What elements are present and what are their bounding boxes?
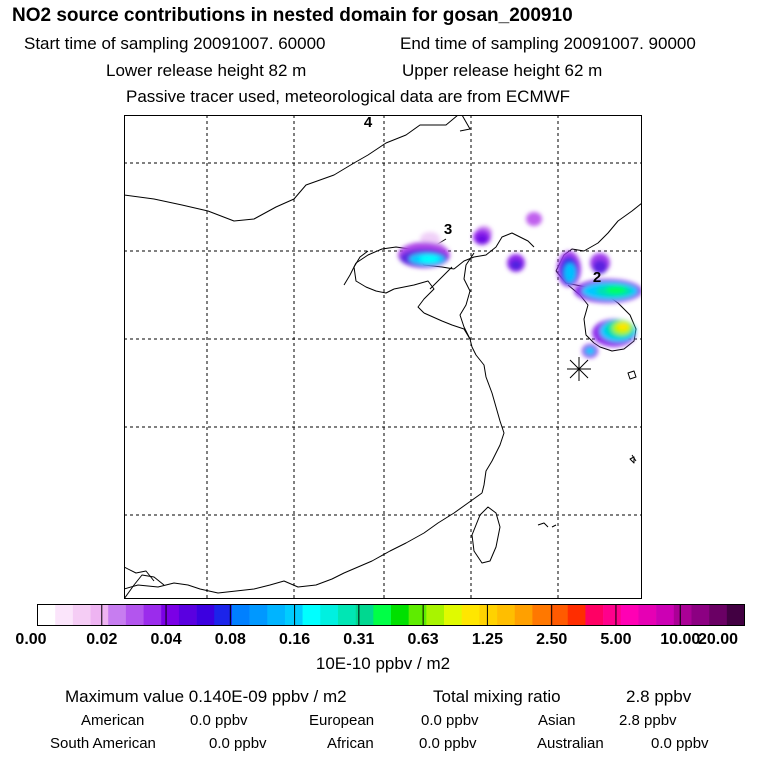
african-value: 0.0 ppbv: [419, 735, 477, 752]
european-value: 0.0 ppbv: [421, 712, 479, 729]
colorbar-cell: [161, 604, 180, 626]
colorbar-tick-label: 5.00: [600, 631, 632, 648]
colorbar-cell: [497, 604, 516, 626]
colorbar-cell: [726, 604, 745, 626]
colorbar-cell: [231, 604, 250, 626]
south-american-value: 0.0 ppbv: [209, 735, 267, 752]
colorbar-tick-label: 20.00: [697, 631, 739, 648]
colorbar-cell: [55, 604, 74, 626]
african-label: African: [327, 735, 374, 752]
colorbar-tick-label: 10.00: [660, 631, 701, 648]
south-american-label: South American: [50, 735, 156, 752]
source-star-icon: [567, 357, 591, 381]
colorbar-unit-label: 10E-10 ppbv / m2: [315, 654, 451, 673]
total-mixing-value: 2.8 ppbv: [626, 687, 692, 706]
colorbar-tick-label: 0.16: [279, 631, 311, 648]
lower-height-label: Lower release height 82 m: [106, 61, 307, 80]
american-label: American: [81, 712, 145, 729]
colorbar-cell: [143, 604, 162, 626]
colorbar-cell: [37, 604, 56, 626]
australian-value: 0.0 ppbv: [651, 735, 709, 752]
colorbar-cell: [673, 604, 692, 626]
colorbar-tick-label: 0.02: [86, 631, 118, 648]
asian-label: Asian: [538, 712, 576, 729]
tracer-label: Passive tracer used, meteorological data…: [126, 87, 571, 106]
map-gridlines: [124, 115, 642, 599]
colorbar-cell: [461, 604, 480, 626]
colorbar-cell: [444, 604, 462, 626]
colorbar-cell: [72, 604, 91, 626]
colorbar-cell: [373, 604, 392, 626]
colorbar-cell: [532, 604, 551, 626]
marker-2: 2: [593, 269, 601, 286]
colorbar-cell: [408, 604, 427, 626]
colorbar-cell: [691, 604, 710, 626]
colorbar: [37, 604, 745, 626]
total-mixing-label: Total mixing ratio: [433, 687, 561, 706]
colorbar-cell: [214, 604, 233, 626]
colorbar-cell: [479, 604, 498, 626]
colorbar-cell: [638, 604, 657, 626]
colorbar-cell: [514, 604, 533, 626]
colorbar-cell: [108, 604, 127, 626]
colorbar-tick-label: 0.00: [15, 631, 47, 648]
end-time-label: End time of sampling 20091007. 90000: [400, 34, 696, 53]
colorbar-tick-label: 0.04: [150, 631, 182, 648]
colorbar-tick-label: 0.08: [214, 631, 246, 648]
colorbar-cell: [196, 604, 215, 626]
colorbar-tick-label: 1.25: [471, 631, 503, 648]
colorbar-cell: [249, 604, 268, 626]
colorbar-cell: [125, 604, 144, 626]
max-value-label: Maximum value 0.140E-09 ppbv / m2: [65, 687, 347, 706]
colorbar-cell: [90, 604, 109, 626]
colorbar-tick-label: 0.31: [343, 631, 375, 648]
colorbar-cell: [267, 604, 286, 626]
colorbar-cell: [550, 604, 569, 626]
colorbar-cell: [620, 604, 639, 626]
colorbar-cell: [656, 604, 675, 626]
colorbar-cell: [302, 604, 321, 626]
colorbar-cell: [391, 604, 409, 626]
colorbar-cell: [320, 604, 339, 626]
marker-4: 4: [364, 115, 373, 131]
australian-label: Australian: [537, 735, 604, 752]
colorbar-tick-label: 2.50: [536, 631, 568, 648]
map-title: NO2 source contributions in nested domai…: [12, 5, 573, 26]
coastline: [124, 115, 642, 599]
upper-height-label: Upper release height 62 m: [402, 61, 603, 80]
colorbar-cell: [426, 604, 445, 626]
colorbar-cell: [567, 604, 586, 626]
start-time-label: Start time of sampling 20091007. 60000: [24, 34, 326, 53]
colorbar-cell: [709, 604, 728, 626]
colorbar-cell: [585, 604, 604, 626]
marker-3: 3: [444, 221, 452, 238]
map-frame: [124, 115, 642, 599]
american-value: 0.0 ppbv: [190, 712, 248, 729]
colorbar-tick-label: 0.63: [407, 631, 439, 648]
colorbar-cell: [178, 604, 197, 626]
concentration-plumes: [398, 212, 642, 381]
colorbar-cell: [337, 604, 356, 626]
asian-value: 2.8 ppbv: [619, 712, 677, 729]
colorbar-cell: [603, 604, 622, 626]
colorbar-cell: [355, 604, 374, 626]
colorbar-cell: [284, 604, 303, 626]
european-label: European: [309, 712, 375, 729]
map-panel: 4 3 2: [124, 115, 642, 599]
